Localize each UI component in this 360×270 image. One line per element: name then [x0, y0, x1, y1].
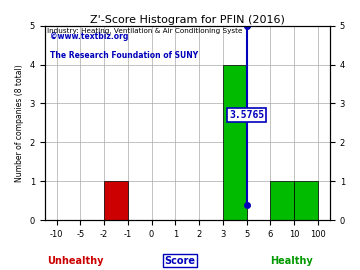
Bar [270, 181, 294, 220]
Y-axis label: Number of companies (8 total): Number of companies (8 total) [15, 64, 24, 182]
Bar [294, 181, 318, 220]
Text: Healthy: Healthy [270, 256, 313, 266]
Text: The Research Foundation of SUNY: The Research Foundation of SUNY [50, 51, 198, 60]
Bar [223, 65, 247, 220]
Text: 3.5765: 3.5765 [229, 110, 264, 120]
Text: ©www.textbiz.org: ©www.textbiz.org [50, 32, 129, 40]
Bar [104, 181, 128, 220]
Text: Score: Score [165, 256, 195, 266]
Text: Industry: Heating, Ventilation & Air Conditioning Syste: Industry: Heating, Ventilation & Air Con… [47, 28, 242, 34]
Text: Unhealthy: Unhealthy [47, 256, 103, 266]
Title: Z'-Score Histogram for PFIN (2016): Z'-Score Histogram for PFIN (2016) [90, 15, 285, 25]
